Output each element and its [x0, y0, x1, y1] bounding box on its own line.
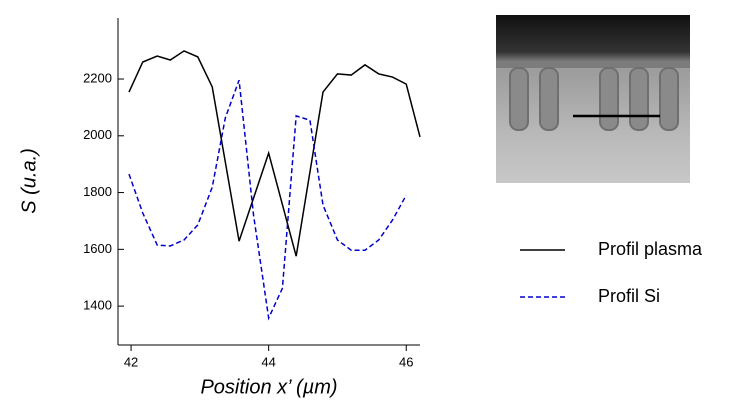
- x-tick-label: 42: [124, 354, 138, 369]
- x-axis-label: Position x’ (µm): [200, 376, 337, 398]
- y-axis-label: S (u.a.): [18, 148, 40, 214]
- y-tick-label: 1800: [83, 184, 112, 199]
- x-tick-label: 44: [261, 354, 275, 369]
- y-tick-label: 1400: [83, 298, 112, 313]
- legend-label: Profil plasma: [598, 239, 703, 259]
- x-tick-label: 46: [399, 354, 413, 369]
- sem-image: [496, 15, 690, 183]
- line: [128, 79, 407, 321]
- line: [128, 50, 421, 257]
- y-tick-label: 2200: [83, 70, 112, 85]
- legend-label: Profil Si: [598, 286, 660, 306]
- y-tick-label: 1600: [83, 241, 112, 256]
- y-tick-label: 2000: [83, 127, 112, 142]
